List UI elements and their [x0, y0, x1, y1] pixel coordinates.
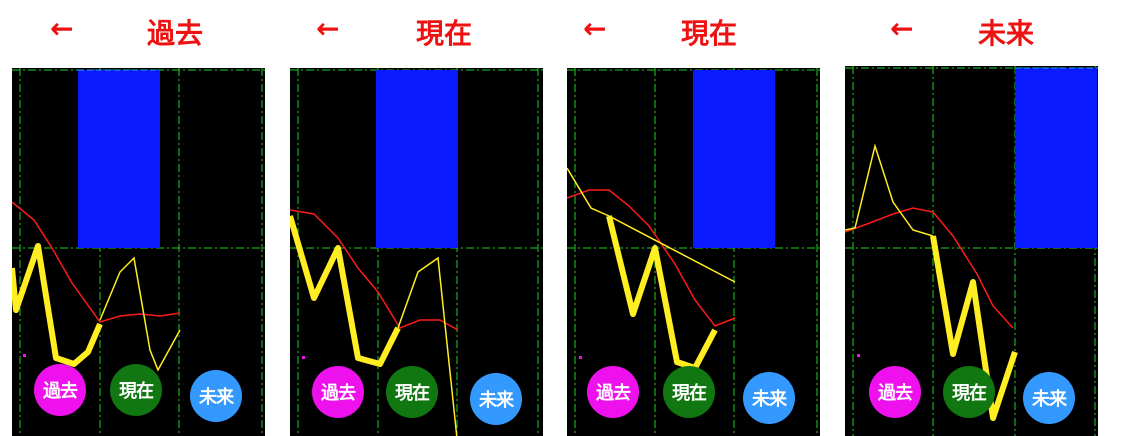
chart-panel-present-2: 過去 現在 未来 — [567, 68, 820, 436]
future-button[interactable]: 未来 — [1023, 372, 1075, 424]
yellow-line-thick — [12, 243, 103, 367]
panel-header-1: ← 過去 — [50, 12, 250, 52]
past-button[interactable]: 過去 — [34, 364, 86, 416]
chart-panel-future: 過去 現在 未来 — [845, 66, 1098, 436]
future-button[interactable]: 未来 — [190, 370, 242, 422]
yellow-line-thin — [397, 256, 458, 436]
blue-block — [78, 70, 160, 248]
present-button[interactable]: 現在 — [386, 366, 438, 418]
past-button[interactable]: 過去 — [587, 366, 639, 418]
present-button[interactable]: 現在 — [663, 366, 715, 418]
panel-title: 過去 — [147, 17, 204, 50]
past-button[interactable]: 過去 — [312, 366, 364, 418]
panel-title: 現在 — [416, 17, 473, 50]
chart-canvas — [845, 66, 1098, 436]
blue-block — [693, 70, 775, 248]
left-arrow-icon: ← — [316, 12, 340, 45]
present-button[interactable]: 現在 — [943, 366, 995, 418]
blue-block — [1015, 68, 1097, 248]
left-arrow-icon: ← — [50, 12, 74, 45]
yellow-line-thick — [290, 215, 401, 367]
grid-lines — [12, 68, 265, 436]
marker-dot — [23, 354, 26, 357]
marker-dot — [857, 354, 860, 357]
blue-block — [376, 70, 458, 248]
red-line — [845, 207, 1014, 329]
chart-canvas — [12, 68, 265, 436]
red-line — [567, 189, 736, 327]
marker-dot — [302, 356, 305, 359]
yellow-line-thin — [99, 256, 181, 372]
marker-dot — [579, 356, 582, 359]
future-button[interactable]: 未来 — [743, 372, 795, 424]
past-button[interactable]: 過去 — [869, 366, 921, 418]
red-line — [12, 201, 181, 323]
present-button[interactable]: 現在 — [110, 364, 162, 416]
grid-lines — [290, 68, 543, 436]
chart-canvas — [567, 68, 820, 436]
chart-canvas — [290, 68, 543, 436]
yellow-line-thin — [845, 143, 934, 237]
chart-panel-past: 過去 現在 未来 — [12, 68, 265, 436]
panel-title: 現在 — [681, 17, 738, 50]
future-button[interactable]: 未来 — [470, 373, 522, 425]
yellow-line-thick — [606, 215, 718, 371]
panel-header-4: ← 未来 — [890, 12, 1090, 52]
panel-header-3: ← 現在 — [583, 12, 783, 52]
yellow-line-thick — [930, 235, 1018, 421]
chart-panel-present-1: 過去 現在 未来 — [290, 68, 543, 436]
left-arrow-icon: ← — [890, 12, 914, 45]
yellow-line-thin — [567, 167, 736, 283]
panel-header-2: ← 現在 — [316, 12, 516, 52]
left-arrow-icon: ← — [583, 12, 607, 45]
red-line — [290, 209, 459, 331]
panel-title: 未来 — [978, 17, 1035, 50]
